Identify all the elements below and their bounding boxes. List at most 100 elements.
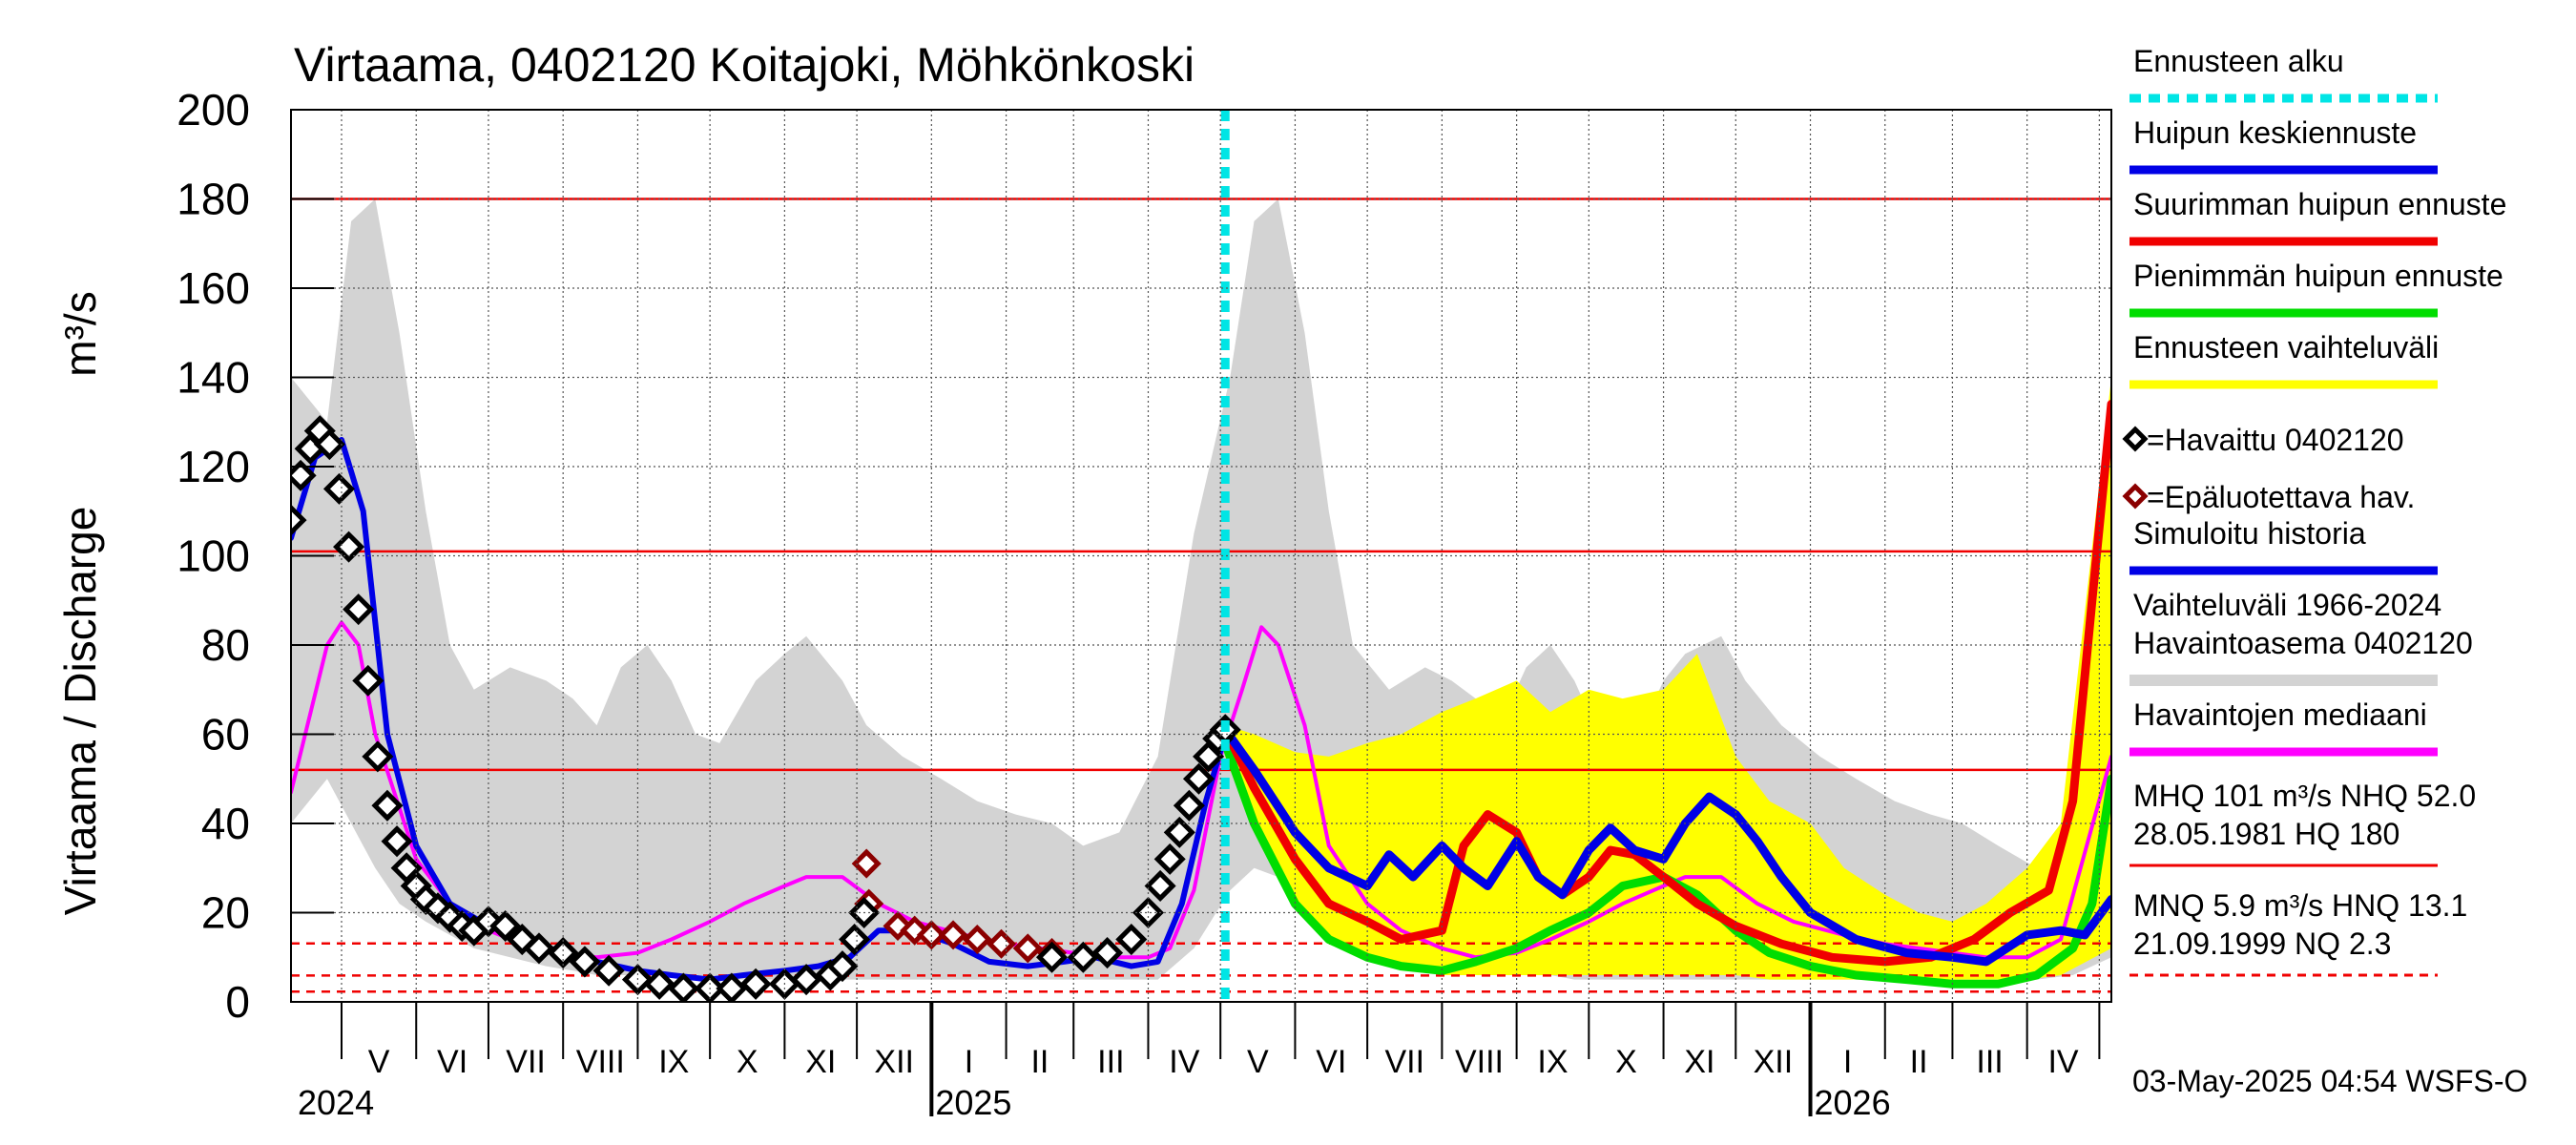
marker-havaittu-0402120 [739, 968, 772, 1000]
month-label: III [1097, 1044, 1124, 1080]
month-label: I [965, 1044, 973, 1080]
marker-ep-luotettava-hav [1012, 933, 1043, 964]
y-tick-label: 200 [177, 85, 250, 135]
marker-havaittu-0402120 [322, 472, 356, 505]
marker-ep-luotettava-hav [851, 848, 882, 879]
y-tick-label: 120 [177, 442, 250, 491]
y-tick-label: 140 [177, 353, 250, 403]
marker-havaittu-0402120 [313, 428, 345, 461]
marker-havaittu-0402120 [643, 968, 675, 1000]
month-label: XI [1684, 1044, 1714, 1080]
legend-vaihteluv-li-1966-2024-label: Vaihteluväli 1966-2024 [2133, 588, 2441, 622]
year-label: 2024 [298, 1083, 374, 1122]
marker-havaittu-0402120 [291, 459, 317, 491]
legend-huipun-keskiennuste-label: Huipun keskiennuste [2133, 115, 2417, 150]
y-tick-label: 20 [201, 888, 250, 938]
y-tick-label: 60 [201, 710, 250, 760]
legend-vaihteluv-li-1966-2024-label-2: Havaintoasema 0402120 [2133, 626, 2473, 660]
marker-havaittu-0402120 [291, 504, 307, 536]
month-label: IV [2047, 1044, 2078, 1080]
month-label: V [368, 1044, 390, 1080]
marker-ep-luotettava-hav [938, 920, 968, 950]
stats-line: MNQ 5.9 m³/s HNQ 13.1 [2133, 888, 2467, 923]
marker-havaittu-0402120 [352, 664, 384, 697]
stats-line: MHQ 101 m³/s NHQ 52.0 [2133, 779, 2476, 813]
marker-havaittu-0402120 [1144, 869, 1176, 902]
month-label: X [1615, 1044, 1637, 1080]
marker-havaittu-0402120 [381, 825, 413, 858]
marker-havaittu-0402120 [592, 954, 625, 987]
month-label: XII [874, 1044, 914, 1080]
footer-timestamp: 03-May-2025 04:54 WSFS-O [2132, 1064, 2527, 1098]
marker-havaittu-0402120 [1153, 843, 1186, 875]
month-label: II [1910, 1044, 1928, 1080]
month-label: III [1976, 1044, 2003, 1080]
y-axis-label: Virtaama / Discharge [55, 507, 105, 916]
marker-havaittu-0402120 [1163, 816, 1195, 848]
month-label: IX [1537, 1044, 1568, 1080]
series-suurimman-huipun-ennuste [1220, 400, 2111, 967]
month-label: VII [1384, 1044, 1424, 1080]
marker-havaittu-0402120 [667, 972, 699, 1002]
legend-ep-luotettava-hav-marker [2122, 483, 2149, 510]
marker-havaittu-0402120 [1035, 941, 1069, 973]
month-label: X [737, 1044, 758, 1080]
y-tick-label: 100 [177, 531, 250, 581]
legend-ep-luotettava-hav-label: =Epäluotettava hav. [2147, 480, 2415, 514]
marker-havaittu-0402120 [333, 531, 365, 563]
series-huipun-keskiennuste [1220, 725, 2111, 967]
stats-line: 28.05.1981 HQ 180 [2133, 817, 2399, 851]
y-axis-unit: m³/s [55, 291, 105, 376]
marker-havaittu-0402120 [1173, 789, 1205, 822]
legend-havaittu-0402120-label: =Havaittu 0402120 [2147, 423, 2404, 457]
marker-havaittu-0402120 [1067, 941, 1099, 973]
marker-havaittu-0402120 [523, 932, 555, 965]
month-label: VIII [1455, 1044, 1504, 1080]
legend: Ennusteen alku Huipun keskiennuste Suurimm… [2122, 44, 2506, 977]
marker-havaittu-0402120 [489, 909, 522, 943]
band-ennusteen-vaihteluv-li [1225, 377, 2111, 980]
marker-ep-luotettava-hav [986, 928, 1017, 959]
legend-simuloitu-historia-label: Simuloitu historia [2133, 516, 2366, 551]
marker-havaittu-0402120 [569, 946, 601, 978]
legend-ennusteen-vaihteluv-li-label: Ennusteen vaihteluväli [2133, 330, 2439, 364]
month-label: XII [1754, 1044, 1794, 1080]
month-label: I [1843, 1044, 1852, 1080]
marker-havaittu-0402120 [1115, 924, 1148, 956]
month-label: VI [437, 1044, 467, 1080]
legend-havaintojen-mediaani-label: Havaintojen mediaani [2133, 697, 2427, 732]
year-label: 2026 [1815, 1083, 1891, 1122]
y-tick-label: 80 [201, 620, 250, 670]
stats-line: 21.09.1999 NQ 2.3 [2133, 926, 2391, 961]
marker-havaittu-0402120 [839, 924, 871, 956]
legend-suurimman-huipun-ennuste-label: Suurimman huipun ennuste [2133, 187, 2506, 221]
plot-area [291, 110, 2111, 1002]
y-tick-label: 0 [225, 977, 250, 1027]
marker-havaittu-0402120 [716, 972, 748, 1002]
chart-title: Virtaama, 0402120 Koitajoki, Möhkönkoski [294, 38, 1195, 92]
legend-havaittu-0402120-marker [2122, 426, 2149, 452]
month-label: V [1247, 1044, 1269, 1080]
month-label: VIII [576, 1044, 625, 1080]
legend-ennusteen-alku-label: Ennusteen alku [2133, 44, 2344, 78]
month-label: IX [658, 1044, 689, 1080]
marker-havaittu-0402120 [362, 740, 394, 773]
month-label: IV [1169, 1044, 1199, 1080]
month-label: VII [506, 1044, 546, 1080]
y-tick-label: 40 [201, 799, 250, 848]
month-label: XI [805, 1044, 836, 1080]
y-tick-label: 180 [177, 175, 250, 224]
marker-ep-luotettava-hav [962, 925, 992, 955]
marker-havaittu-0402120 [826, 950, 859, 983]
marker-havaittu-0402120 [343, 593, 375, 626]
legend-pienimm-n-huipun-ennuste-label: Pienimmän huipun ennuste [2133, 259, 2503, 293]
year-label: 2025 [935, 1083, 1011, 1122]
month-label: II [1030, 1044, 1049, 1080]
marker-havaittu-0402120 [1091, 937, 1124, 969]
marker-havaittu-0402120 [790, 964, 822, 996]
marker-havaittu-0402120 [1182, 762, 1215, 795]
y-tick-label: 160 [177, 263, 250, 313]
marker-havaittu-0402120 [371, 789, 404, 822]
